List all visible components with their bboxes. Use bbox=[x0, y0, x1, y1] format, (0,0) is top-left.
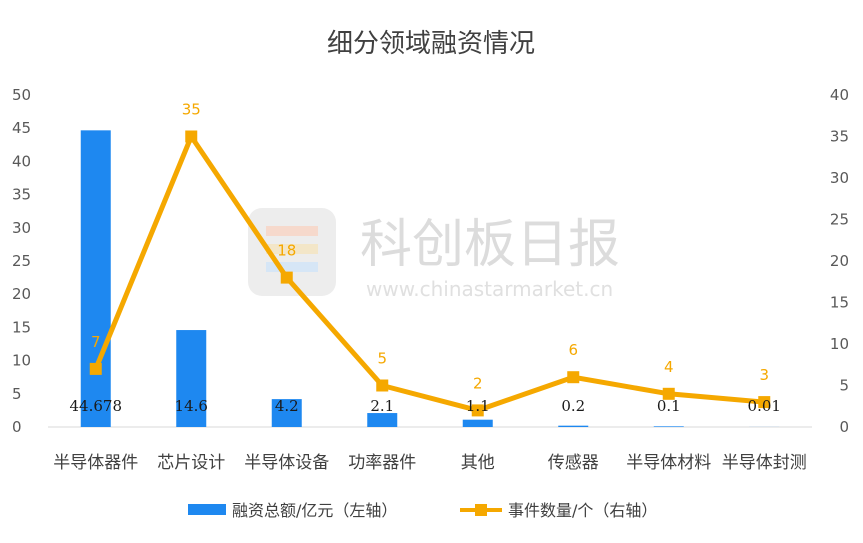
watermark: 科创板日报 www.chinastarmarket.cn bbox=[248, 208, 620, 301]
axes: 051015202530354045500510152025303540半导体器… bbox=[12, 86, 849, 473]
line-data-label: 35 bbox=[182, 101, 201, 119]
legend-line-marker bbox=[475, 504, 487, 516]
watermark-logo-stripe bbox=[266, 262, 318, 272]
line-point bbox=[662, 387, 675, 400]
line-point bbox=[185, 130, 198, 143]
left-tick-label: 35 bbox=[12, 186, 31, 204]
watermark-url: www.chinastarmarket.cn bbox=[366, 277, 613, 301]
line-data-label: 6 bbox=[568, 341, 578, 359]
right-tick-label: 35 bbox=[830, 128, 849, 146]
line-data-label: 5 bbox=[377, 350, 387, 368]
right-tick-label: 10 bbox=[830, 335, 849, 353]
left-tick-label: 10 bbox=[12, 352, 31, 370]
category-label: 传感器 bbox=[548, 453, 599, 473]
left-tick-label: 45 bbox=[12, 119, 31, 137]
legend-line-label: 事件数量/个（右轴） bbox=[508, 501, 657, 520]
line-point bbox=[471, 404, 484, 417]
bar bbox=[80, 130, 111, 427]
line-data-label: 18 bbox=[277, 242, 296, 260]
right-tick-label: 40 bbox=[830, 86, 849, 104]
left-tick-label: 15 bbox=[12, 318, 31, 336]
category-label: 半导体器件 bbox=[53, 453, 138, 473]
legend: 融资总额/亿元（左轴） 事件数量/个（右轴） bbox=[188, 501, 657, 520]
left-tick-label: 20 bbox=[12, 285, 31, 303]
category-label: 功率器件 bbox=[348, 453, 416, 473]
watermark-brand: 科创板日报 bbox=[360, 215, 620, 275]
category-label: 半导体材料 bbox=[626, 453, 711, 473]
bar-data-label: 0.1 bbox=[657, 397, 681, 415]
left-tick-label: 5 bbox=[12, 385, 22, 403]
line-point bbox=[89, 362, 102, 375]
chart-title: 细分领域融资情况 bbox=[327, 29, 535, 59]
data-labels: 44.678 14.6 4.2 2.1 1.1 0.2 0.1 0.01 7 35 18 5 2 6 4 3 bbox=[70, 101, 781, 416]
left-tick-label: 40 bbox=[12, 152, 31, 170]
line-data-label: 2 bbox=[473, 374, 483, 392]
watermark-logo-stripe bbox=[266, 244, 318, 254]
line-point bbox=[376, 379, 389, 392]
bar-data-label: 4.2 bbox=[275, 397, 299, 415]
category-label: 芯片设计 bbox=[157, 453, 225, 473]
left-tick-label: 30 bbox=[12, 219, 31, 237]
line-point bbox=[280, 271, 293, 284]
bar-data-label: 2.1 bbox=[370, 397, 394, 415]
bar bbox=[176, 330, 207, 427]
bar-data-label: 1.1 bbox=[466, 397, 490, 415]
bar bbox=[558, 425, 589, 427]
bar-data-label: 14.6 bbox=[175, 397, 208, 415]
line-data-label: 7 bbox=[91, 333, 101, 351]
right-tick-label: 15 bbox=[830, 294, 849, 312]
category-label: 半导体封测 bbox=[722, 453, 807, 473]
watermark-logo-stripe bbox=[266, 226, 318, 236]
line-data-label: 3 bbox=[759, 366, 769, 384]
bar-data-label: 0.01 bbox=[748, 397, 781, 415]
bar bbox=[462, 419, 493, 427]
bar-series bbox=[80, 130, 780, 427]
left-tick-label: 25 bbox=[12, 252, 31, 270]
left-tick-label: 50 bbox=[12, 86, 31, 104]
legend-bar-swatch bbox=[188, 504, 226, 515]
line-point bbox=[567, 371, 580, 384]
bar bbox=[271, 399, 302, 427]
right-tick-label: 30 bbox=[830, 169, 849, 187]
line-series bbox=[89, 130, 771, 417]
bar-data-label: 0.2 bbox=[561, 397, 585, 415]
right-tick-label: 0 bbox=[839, 418, 849, 436]
category-label: 半导体设备 bbox=[244, 453, 329, 473]
series-line bbox=[93, 134, 765, 413]
bar-data-label: 44.678 bbox=[70, 397, 123, 415]
right-tick-label: 5 bbox=[839, 377, 849, 395]
line-point bbox=[758, 396, 771, 409]
left-tick-label: 0 bbox=[12, 418, 22, 436]
right-tick-label: 20 bbox=[830, 252, 849, 270]
right-tick-label: 25 bbox=[830, 211, 849, 229]
bar bbox=[367, 413, 398, 427]
bar bbox=[653, 426, 684, 427]
line-data-label: 4 bbox=[664, 358, 674, 376]
category-label: 其他 bbox=[461, 453, 495, 473]
legend-bar-label: 融资总额/亿元（左轴） bbox=[232, 501, 397, 520]
